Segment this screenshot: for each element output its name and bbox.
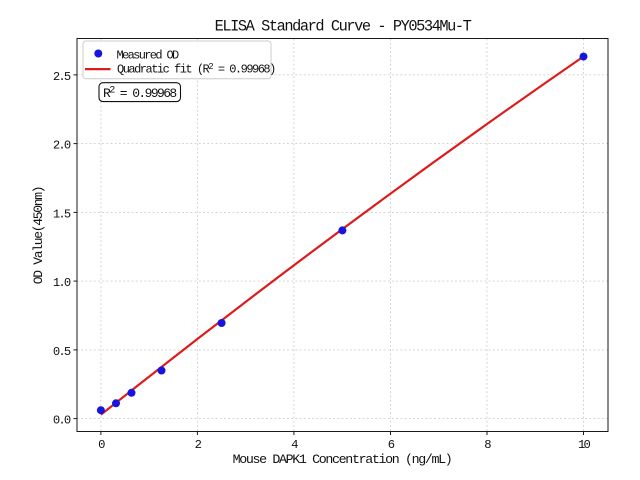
svg-text:R2 = 0.99968: R2 = 0.99968 [103, 86, 176, 102]
svg-text:1.5: 1.5 [53, 207, 71, 221]
svg-text:OD Value(450nm): OD Value(450nm) [31, 187, 46, 285]
svg-text:Mouse DAPK1 Concentration (ng/: Mouse DAPK1 Concentration (ng/mL) [233, 452, 452, 467]
svg-text:ELISA Standard Curve - PY0534M: ELISA Standard Curve - PY0534Mu-T [215, 18, 472, 36]
svg-text:Quadratic fit (R2 = 0.99968): Quadratic fit (R2 = 0.99968) [117, 62, 275, 77]
svg-text:Measured OD: Measured OD [117, 49, 180, 63]
svg-text:0: 0 [98, 438, 105, 452]
svg-text:6: 6 [388, 438, 395, 452]
svg-text:2.0: 2.0 [53, 139, 71, 153]
svg-text:8: 8 [484, 438, 491, 452]
svg-text:0.5: 0.5 [53, 345, 71, 359]
svg-text:0.0: 0.0 [53, 414, 71, 428]
svg-text:1.0: 1.0 [53, 276, 71, 290]
svg-text:4: 4 [291, 438, 298, 452]
svg-text:10: 10 [578, 438, 591, 452]
svg-text:2: 2 [195, 438, 202, 452]
svg-text:2.5: 2.5 [53, 70, 71, 84]
